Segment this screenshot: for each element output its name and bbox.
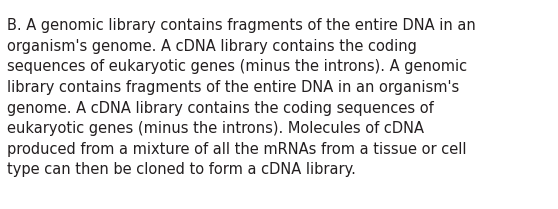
Text: B. A genomic library contains fragments of the entire DNA in an
organism's genom: B. A genomic library contains fragments … [7, 18, 476, 177]
